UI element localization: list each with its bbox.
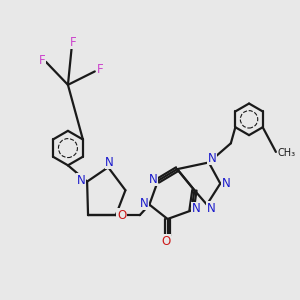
Text: F: F (97, 64, 103, 76)
Text: N: N (140, 197, 149, 210)
Text: O: O (161, 235, 171, 248)
Text: O: O (117, 209, 126, 222)
Text: N: N (77, 174, 86, 187)
Text: N: N (207, 202, 216, 214)
Text: F: F (39, 54, 46, 67)
Text: CH₃: CH₃ (277, 148, 296, 158)
Text: N: N (192, 202, 201, 215)
Text: N: N (222, 177, 230, 190)
Text: F: F (70, 36, 76, 49)
Text: N: N (105, 156, 114, 169)
Text: N: N (149, 173, 158, 186)
Text: N: N (208, 152, 217, 165)
